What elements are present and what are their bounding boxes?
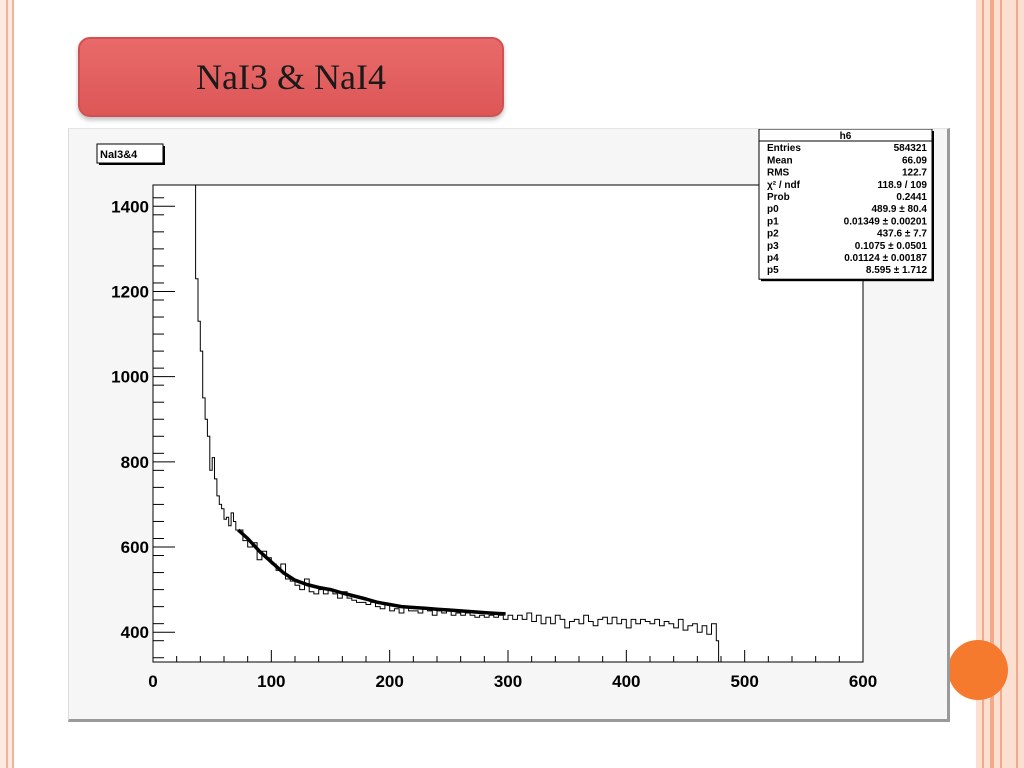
right-stripe-line <box>1000 0 1002 768</box>
slide-title: NaI3 & NaI4 <box>196 57 386 97</box>
x-tick-label: 600 <box>849 672 877 691</box>
stats-row-value: 0.01349 ± 0.00201 <box>844 216 928 227</box>
stats-row-value: 0.2441 <box>896 192 927 203</box>
stats-row-value: 489.9 ± 80.4 <box>871 204 927 215</box>
plot-canvas: 0 100 200 300 400 500 600 400 600 800 1000 1200 140… <box>68 128 950 722</box>
x-tick-label: 400 <box>612 672 640 691</box>
stats-row-value: 0.1075 ± 0.0501 <box>855 241 928 252</box>
y-tick-label: 400 <box>121 623 149 642</box>
slide-title-box: NaI3 & NaI4 <box>78 37 504 117</box>
right-stripe-line <box>982 0 984 768</box>
plot-area <box>152 184 864 663</box>
stats-row-label: Entries <box>767 143 801 154</box>
stats-box-frame <box>758 129 933 280</box>
x-tick-label: 500 <box>730 672 758 691</box>
stats-row-label: p0 <box>767 204 779 215</box>
stats-row-value: 437.6 ± 7.7 <box>877 229 927 240</box>
y-tick-label: 600 <box>121 538 149 557</box>
stats-row-label: p4 <box>767 253 779 264</box>
stats-row-label: RMS <box>767 168 790 179</box>
x-tick-label: 200 <box>375 672 403 691</box>
stats-row-label: χ² / ndf <box>767 180 801 191</box>
histogram-title-box: NaI3&4 <box>96 143 165 165</box>
y-axis-ticks: 400 600 800 1000 1200 1400 <box>111 197 175 659</box>
x-axis-ticks: 0 100 200 300 400 500 600 <box>148 650 877 691</box>
stats-box-header: h6 <box>840 131 852 142</box>
stats-row-value: 118.9 / 109 <box>878 180 928 191</box>
right-stripe-line <box>1016 0 1018 768</box>
plot-frame <box>152 184 864 663</box>
stats-row-value: 0.01124 ± 0.00187 <box>844 253 927 264</box>
stats-row-label: p1 <box>767 216 779 227</box>
y-tick-label: 1000 <box>111 368 149 387</box>
right-stripe-line <box>990 0 994 768</box>
fit-curve <box>237 528 506 616</box>
orange-accent-circle <box>948 640 1008 700</box>
y-tick-label: 1400 <box>111 197 149 216</box>
stats-row-label: p3 <box>767 241 779 252</box>
stats-row-value: 584321 <box>894 143 928 154</box>
stats-box: h6 Entries 584321 Mean 66.09 RMS 122.7 χ² / ndf… <box>758 129 934 282</box>
stats-row-label: Mean <box>767 155 793 166</box>
left-decoration-bar <box>0 0 14 768</box>
stats-row-label: Prob <box>767 192 790 203</box>
y-tick-label: 1200 <box>111 282 149 301</box>
x-tick-label: 0 <box>148 672 157 691</box>
histogram-plot: 0 100 200 300 400 500 600 400 600 800 1000 1200 140… <box>96 129 934 691</box>
histogram-title: NaI3&4 <box>100 149 138 161</box>
x-tick-label: 300 <box>494 672 522 691</box>
x-tick-label: 100 <box>257 672 285 691</box>
stats-row-value: 122.7 <box>902 168 927 179</box>
stats-row-label: p5 <box>767 265 779 276</box>
series-layer <box>188 184 720 662</box>
y-tick-label: 800 <box>121 453 149 472</box>
stats-row-value: 66.09 <box>902 155 927 166</box>
stats-row-label: p2 <box>767 229 779 240</box>
stats-row-value: 8.595 ± 1.712 <box>866 265 928 276</box>
